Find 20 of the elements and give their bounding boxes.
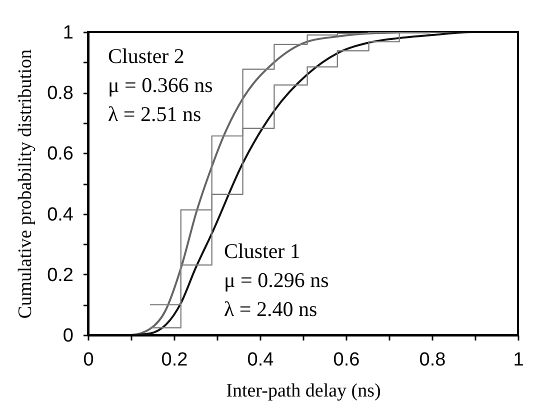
x-tick-label: 0 <box>83 350 94 370</box>
annotation: μ = 0.296 ns <box>224 268 329 292</box>
x-tick-label: 0.6 <box>333 350 360 370</box>
annotation: μ = 0.366 ns <box>108 73 213 97</box>
y-tick-label: 0.8 <box>47 83 74 104</box>
annotation: Cluster 1 <box>224 239 300 263</box>
y-tick-label: 0 <box>62 326 74 346</box>
x-tick-label: 0.4 <box>247 350 274 370</box>
y-tick-label: 0.2 <box>47 264 74 286</box>
y-tick-label: 0.4 <box>47 204 74 226</box>
y-tick-label: 0.6 <box>47 144 74 165</box>
y-tick-label: 1 <box>62 22 74 44</box>
annotation: λ = 2.51 ns <box>108 102 202 126</box>
annotation: λ = 2.40 ns <box>224 297 318 321</box>
y-axis-title: Cumulative probability distribution <box>15 48 36 319</box>
x-tick-label: 0.2 <box>161 350 188 370</box>
x-axis-title: Inter-path delay (ns) <box>226 380 381 402</box>
annotation: Cluster 2 <box>108 44 184 68</box>
x-tick-label: 1 <box>513 350 524 370</box>
x-tick-label: 0.8 <box>419 350 446 370</box>
